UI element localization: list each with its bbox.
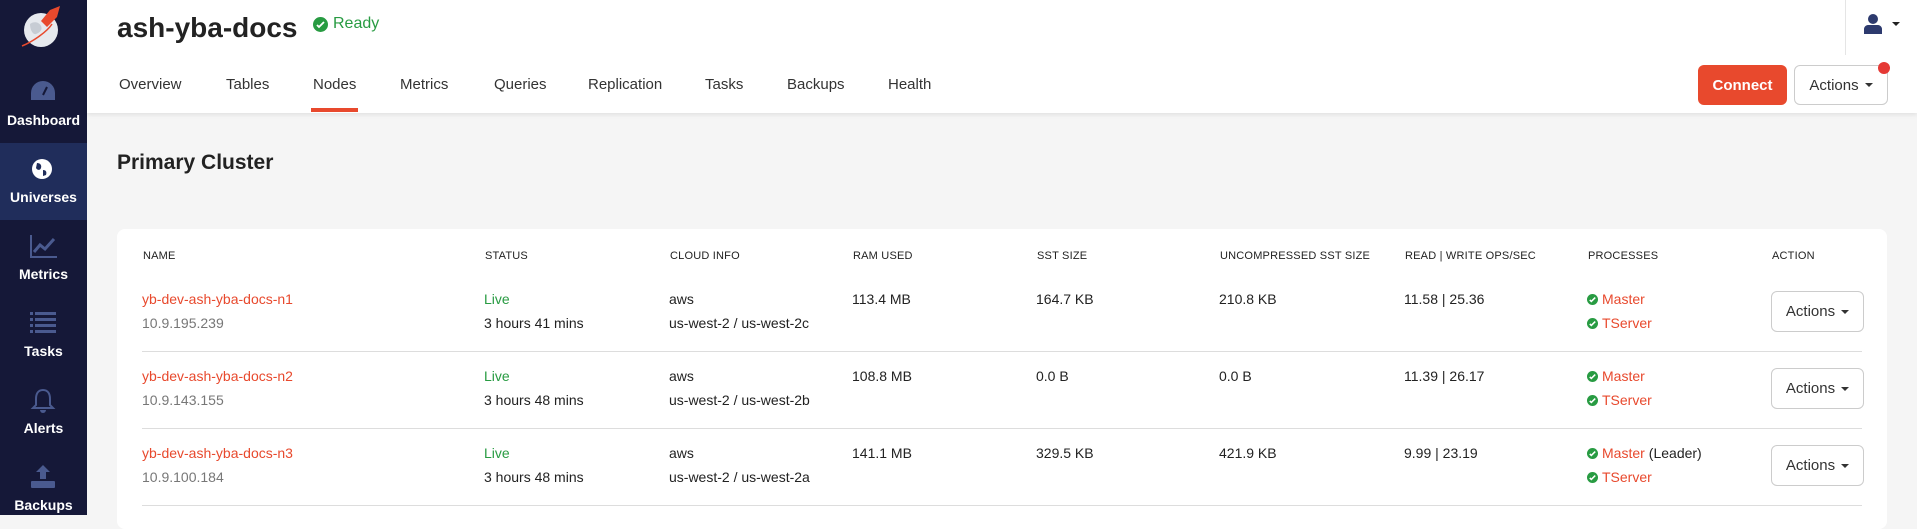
user-icon: [1864, 14, 1882, 34]
uncompressed-sst-size: 210.8 KB: [1219, 291, 1277, 307]
node-ip: 10.9.195.239: [142, 315, 224, 331]
page-title: ash-yba-docs: [117, 12, 298, 43]
sidebar: Dashboard Universes Metrics Tasks Alerts…: [0, 0, 87, 515]
chevron-down-icon: [1892, 22, 1900, 26]
column-header: RAM USED: [853, 250, 913, 262]
universe-actions-button[interactable]: Actions: [1794, 65, 1888, 105]
dashboard-gauge-icon: [31, 81, 55, 100]
master-process-link[interactable]: Master: [1602, 445, 1645, 461]
node-ip: 10.9.143.155: [142, 392, 224, 408]
node-status: Live: [484, 291, 510, 307]
tab-health[interactable]: Health: [888, 76, 932, 93]
tab-queries[interactable]: Queries: [494, 76, 547, 93]
line-chart-icon: [30, 235, 57, 258]
tab-metrics[interactable]: Metrics: [400, 76, 449, 93]
node-uptime: 3 hours 48 mins: [484, 469, 584, 485]
cloud-region: us-west-2 / us-west-2c: [669, 315, 810, 331]
check-circle-icon: [1587, 471, 1598, 483]
caret-down-icon: [1864, 83, 1873, 87]
ram-used: 113.4 MB: [852, 291, 911, 307]
column-header: NAME: [143, 250, 176, 262]
leader-label: (Leader): [1648, 445, 1702, 461]
column-header: ACTION: [1772, 250, 1815, 262]
master-process-link[interactable]: Master: [1602, 291, 1645, 307]
sst-size: 0.0 B: [1036, 368, 1069, 384]
node-actions-button[interactable]: Actions: [1771, 291, 1864, 332]
check-circle-icon: [1587, 370, 1598, 382]
tab-tables[interactable]: Tables: [226, 76, 270, 93]
cloud-provider: aws: [669, 291, 694, 307]
table-row: yb-dev-ash-yba-docs-n1 10.9.195.239 Live 3…: [142, 275, 1864, 352]
sst-size: 329.5 KB: [1036, 445, 1094, 461]
sidebar-item-metrics[interactable]: Metrics: [0, 220, 87, 297]
tserver-process-link[interactable]: TServer: [1602, 469, 1652, 485]
node-actions-button[interactable]: Actions: [1771, 445, 1864, 486]
node-ip: 10.9.100.184: [142, 469, 224, 485]
node-uptime: 3 hours 48 mins: [484, 392, 584, 408]
column-header: UNCOMPRESSED SST SIZE: [1220, 250, 1371, 262]
read-write-ops: 9.99 | 23.19: [1404, 445, 1478, 461]
uncompressed-sst-size: 421.9 KB: [1219, 445, 1277, 461]
tab-tasks[interactable]: Tasks: [705, 76, 744, 93]
check-circle-icon: [1587, 447, 1598, 459]
node-name-link[interactable]: yb-dev-ash-yba-docs-n2: [142, 368, 293, 384]
caret-down-icon: [1841, 386, 1850, 391]
node-uptime: 3 hours 41 mins: [484, 315, 584, 331]
bell-icon: [30, 388, 56, 413]
node-status: Live: [484, 445, 510, 461]
column-header: CLOUD INFO: [670, 250, 740, 262]
tab-nodes[interactable]: Nodes: [310, 76, 359, 112]
ram-used: 141.1 MB: [852, 445, 912, 461]
section-title: Primary Cluster: [117, 151, 274, 174]
sidebar-item-tasks[interactable]: Tasks: [0, 297, 87, 374]
node-name-link[interactable]: yb-dev-ash-yba-docs-n3: [142, 445, 293, 461]
sidebar-item-dashboard[interactable]: Dashboard: [0, 66, 87, 143]
cloud-provider: aws: [669, 368, 694, 384]
column-header: SST SIZE: [1037, 250, 1088, 262]
nodes-table: NAME STATUS CLOUD INFO RAM USED SST SIZE…: [117, 229, 1887, 529]
column-header: READ | WRITE OPS/SEC: [1405, 250, 1536, 262]
caret-down-icon: [1841, 309, 1850, 314]
tab-replication[interactable]: Replication: [588, 76, 663, 93]
tserver-process-link[interactable]: TServer: [1602, 392, 1652, 408]
tab-backups[interactable]: Backups: [787, 76, 845, 93]
user-menu[interactable]: [1864, 14, 1900, 34]
list-icon: [30, 312, 56, 333]
cloud-provider: aws: [669, 445, 694, 461]
check-circle-icon: [1587, 293, 1598, 305]
status-badge: Ready: [313, 15, 379, 33]
sidebar-item-backups[interactable]: Backups: [0, 451, 87, 528]
tserver-process-link[interactable]: TServer: [1602, 315, 1652, 331]
read-write-ops: 11.39 | 26.17: [1404, 368, 1485, 384]
globe-icon: [32, 159, 52, 179]
sidebar-item-alerts[interactable]: Alerts: [0, 374, 87, 451]
divider: [1845, 0, 1846, 55]
cloud-region: us-west-2 / us-west-2b: [669, 392, 810, 408]
table-row: yb-dev-ash-yba-docs-n3 10.9.100.184 Live 3…: [142, 429, 1864, 506]
notification-dot: [1878, 62, 1890, 74]
node-name-link[interactable]: yb-dev-ash-yba-docs-n1: [142, 291, 293, 307]
table-row: yb-dev-ash-yba-docs-n2 10.9.143.155 Live 3…: [142, 352, 1864, 429]
caret-down-icon: [1841, 463, 1850, 468]
check-circle-icon: [313, 16, 328, 32]
yugabyte-logo[interactable]: [20, 6, 68, 48]
column-header: STATUS: [485, 250, 528, 262]
uncompressed-sst-size: 0.0 B: [1219, 368, 1252, 384]
node-status: Live: [484, 368, 510, 384]
connect-button[interactable]: Connect: [1698, 65, 1787, 105]
master-process-link[interactable]: Master: [1602, 368, 1645, 384]
check-circle-icon: [1587, 394, 1598, 406]
sidebar-item-universes[interactable]: Universes: [0, 143, 87, 220]
sst-size: 164.7 KB: [1036, 291, 1094, 307]
node-actions-button[interactable]: Actions: [1771, 368, 1864, 409]
column-header: PROCESSES: [1588, 250, 1659, 262]
tab-overview[interactable]: Overview: [119, 76, 182, 93]
cloud-region: us-west-2 / us-west-2a: [669, 469, 810, 485]
check-circle-icon: [1587, 317, 1598, 329]
upload-icon: [31, 465, 55, 488]
ram-used: 108.8 MB: [852, 368, 912, 384]
read-write-ops: 11.58 | 25.36: [1404, 291, 1485, 307]
universe-header: ash-yba-docs Ready Overview Tables Nodes…: [87, 0, 1917, 113]
